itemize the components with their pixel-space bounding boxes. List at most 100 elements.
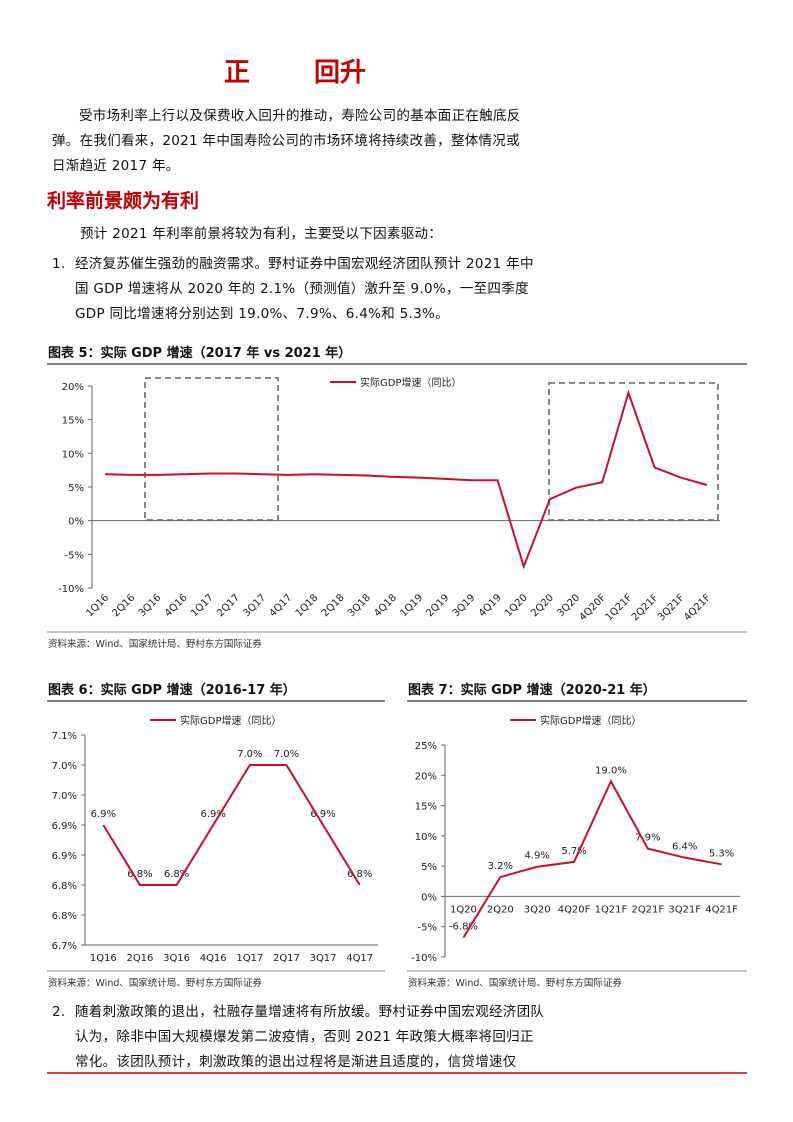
data-label: 6.4% (672, 842, 697, 853)
x-tick-label: 2Q20 (487, 904, 514, 915)
x-tick-label: 2Q18 (320, 592, 347, 619)
x-tick-label: 2Q21F (630, 592, 661, 623)
data-label: 6.9% (310, 809, 335, 820)
x-tick-label: 4Q19 (477, 592, 504, 619)
item-text: 经济复苏催生强劲的融资需求。野村证券中国宏观经济团队预计 2021 年中国 GD… (75, 256, 534, 322)
data-label: 6.8% (127, 869, 152, 880)
y-tick-label: 6.7% (52, 941, 77, 952)
data-label: 7.9% (635, 833, 660, 844)
x-tick-label: 4Q20F (558, 904, 591, 915)
x-tick-label: 4Q21F (682, 592, 713, 623)
x-tick-label: 2Q20 (529, 592, 556, 619)
x-tick-label: 2Q19 (425, 592, 452, 619)
x-tick-label: 3Q19 (451, 592, 478, 619)
y-tick-label: 10% (415, 832, 437, 843)
data-label: 6.9% (91, 809, 116, 820)
x-tick-label: 2Q17 (273, 953, 300, 964)
data-label: 5.7% (561, 846, 586, 857)
highlight-box (144, 377, 279, 521)
y-tick-label: -5% (65, 550, 84, 561)
x-tick-label: 3Q17 (241, 592, 268, 619)
data-label: 6.9% (200, 809, 225, 820)
x-tick-label: 2Q21F (631, 904, 664, 915)
x-tick-label: 1Q20 (450, 904, 477, 915)
item-number: 2. (52, 1004, 66, 1020)
chart-caption: 图表 6：实际 GDP 增速（2016-17 年） (48, 683, 296, 698)
legend-label: 实际GDP增速（同比） (360, 376, 461, 389)
x-tick-label: 4Q17 (346, 953, 373, 964)
chart-caption: 图表 7：实际 GDP 增速（2020-21 年） (408, 683, 656, 698)
y-tick-label: -10% (58, 584, 84, 595)
x-tick-label: 2Q17 (215, 592, 242, 619)
highlight-box (548, 382, 719, 521)
chart-source: 资料来源：Wind、国家统计局、野村东方国际证券 (48, 639, 262, 650)
x-tick-label: 3Q17 (310, 953, 337, 964)
x-tick-label: 3Q18 (346, 592, 373, 619)
x-tick-label: 1Q18 (294, 592, 321, 619)
heading: 利率前景颇为有利 (47, 190, 200, 212)
x-tick-label: 1Q21F (595, 904, 628, 915)
series-line (105, 389, 708, 570)
x-tick-label: 3Q20 (524, 904, 551, 915)
x-tick-label: 1Q17 (189, 592, 216, 619)
y-tick-label: 6.9% (52, 821, 77, 832)
y-tick-label: -10% (411, 953, 437, 964)
x-tick-label: 4Q16 (163, 592, 190, 619)
data-label: -6.8% (449, 922, 478, 933)
x-tick-label: 4Q16 (200, 953, 227, 964)
x-tick-label: 4Q20F (577, 592, 608, 623)
y-tick-label: 7.0% (52, 761, 77, 772)
x-tick-label: 1Q21F (604, 592, 635, 623)
y-tick-label: 15% (415, 802, 437, 813)
y-tick-label: 6.8% (52, 881, 77, 892)
x-tick-label: 1Q20 (503, 592, 530, 619)
paragraph: 受市场利率上行以及保费收入回升的推动，寿险公司的基本面正在触底反弹。在我们看来，… (52, 108, 521, 174)
x-tick-label: 4Q21F (705, 904, 738, 915)
y-tick-label: 5% (421, 862, 437, 873)
x-tick-label: 1Q17 (236, 953, 263, 964)
x-tick-label: 1Q16 (90, 953, 117, 964)
data-label: 7.0% (237, 749, 262, 760)
y-tick-label: 20% (62, 382, 84, 393)
y-tick-label: 25% (415, 741, 437, 752)
data-label: 6.8% (347, 869, 372, 880)
chart-source: 资料来源：Wind、国家统计局、野村东方国际证券 (48, 978, 262, 989)
x-tick-label: 1Q19 (398, 592, 425, 619)
paragraph: 预计 2021 年利率前景将较为有利，主要受以下因素驱动： (80, 226, 443, 242)
item-number: 1. (52, 256, 66, 272)
y-tick-label: 0% (421, 892, 437, 903)
series-line (102, 764, 361, 886)
x-tick-label: 4Q18 (372, 592, 399, 619)
y-tick-label: 20% (415, 771, 437, 782)
title: 回升 (314, 58, 367, 88)
x-tick-label: 1Q16 (84, 592, 111, 619)
y-tick-label: -5% (418, 923, 437, 934)
x-tick-label: 3Q21F (668, 904, 701, 915)
data-label: 19.0% (595, 765, 627, 776)
y-tick-label: 10% (62, 449, 84, 460)
data-label: 7.0% (274, 749, 299, 760)
x-tick-label: 2Q16 (126, 953, 153, 964)
title: 正 (224, 58, 251, 88)
legend-label: 实际GDP增速（同比） (540, 714, 641, 727)
data-label: 6.8% (164, 869, 189, 880)
y-tick-label: 7.0% (52, 791, 77, 802)
item-text: 随着刺激政策的退出，社融存量增速将有所放缓。野村证券中国宏观经济团队认为，除非中… (75, 1004, 545, 1070)
x-tick-label: 3Q16 (137, 592, 164, 619)
y-tick-label: 5% (68, 483, 84, 494)
y-tick-label: 6.8% (52, 911, 77, 922)
data-label: 4.9% (524, 851, 549, 862)
data-label: 3.2% (488, 861, 513, 872)
x-tick-label: 4Q17 (268, 592, 295, 619)
x-tick-label: 3Q21F (656, 592, 687, 623)
y-tick-label: 0% (68, 517, 84, 528)
y-tick-label: 7.1% (52, 731, 77, 742)
y-tick-label: 6.9% (52, 851, 77, 862)
legend-label: 实际GDP增速（同比） (180, 714, 281, 727)
data-label: 5.3% (709, 848, 734, 859)
y-tick-label: 15% (62, 416, 84, 427)
x-tick-label: 2Q16 (111, 592, 138, 619)
chart-caption: 图表 5：实际 GDP 增速（2017 年 vs 2021 年） (48, 346, 352, 361)
